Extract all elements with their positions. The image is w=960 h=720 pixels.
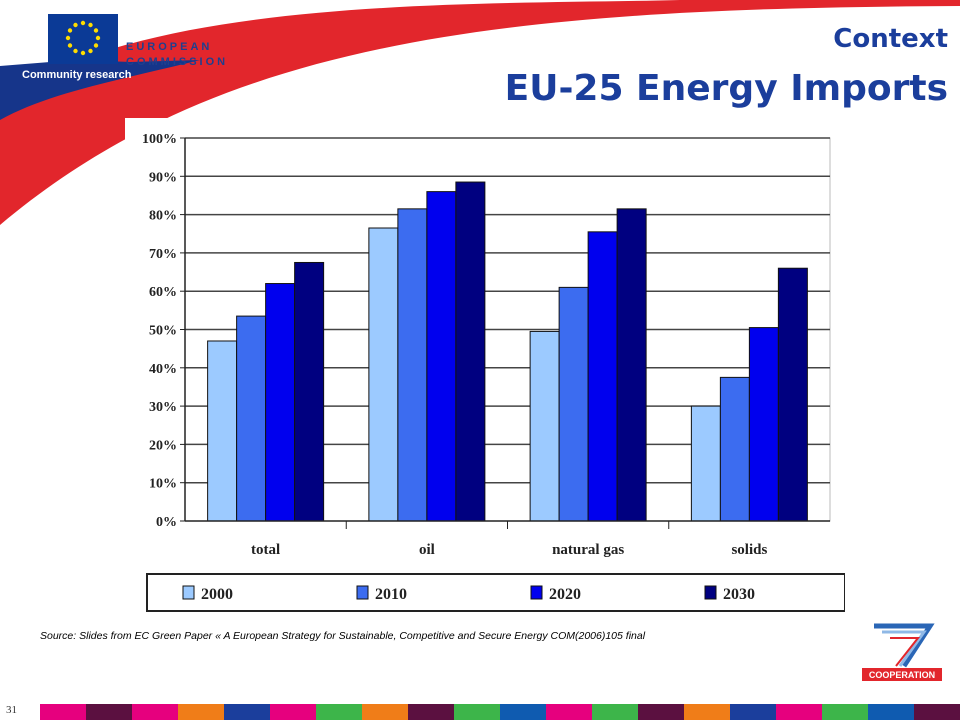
- stripe-segment: [316, 704, 362, 720]
- x-tick-label: natural gas: [552, 542, 624, 558]
- legend-label: 2010: [375, 586, 407, 603]
- stripe-segment: [40, 704, 86, 720]
- stripe-segment: [914, 704, 960, 720]
- bar-total-2030: [294, 261, 325, 522]
- legend-swatch: [704, 585, 717, 600]
- bar-oil-2020: [426, 191, 457, 522]
- stripe-segment: [454, 704, 500, 720]
- bar-solids-2000: [690, 405, 721, 522]
- y-tick-label: 20%: [149, 438, 177, 453]
- slide-title: EU-25 Energy Imports: [504, 68, 948, 109]
- stripe-segment: [730, 704, 776, 720]
- legend-label: 2000: [201, 586, 233, 603]
- eu-flag-logo: [48, 14, 118, 64]
- y-tick-label: 10%: [149, 477, 177, 492]
- footer-color-stripe: [40, 704, 960, 720]
- stripe-segment: [684, 704, 730, 720]
- bar-solids-2020: [748, 327, 779, 522]
- bar-solids-2030: [777, 267, 808, 522]
- y-tick-label: 30%: [149, 400, 177, 415]
- stripe-segment: [86, 704, 132, 720]
- y-tick-label: 60%: [149, 285, 177, 300]
- bar-oil-2030: [455, 181, 486, 522]
- bar-total-2010: [236, 315, 267, 522]
- legend-label: 2030: [723, 586, 755, 603]
- legend-swatch: [356, 585, 369, 600]
- stripe-segment: [270, 704, 316, 720]
- bar-natural-gas-2000: [529, 330, 560, 522]
- bar-natural-gas-2020: [587, 231, 618, 522]
- y-tick-label: 50%: [149, 324, 177, 339]
- org-line-2: COMMISSION: [126, 56, 229, 68]
- org-name: EUROPEAN COMMISSION: [126, 40, 228, 70]
- bar-total-2000: [207, 340, 238, 522]
- fp7-cooperation-logo: COOPERATION: [860, 620, 944, 682]
- y-tick-label: 90%: [149, 170, 177, 185]
- slide-supertitle: Context: [833, 24, 948, 54]
- y-tick-label: 70%: [149, 247, 177, 262]
- stripe-segment: [500, 704, 546, 720]
- y-tick-label: 40%: [149, 362, 177, 377]
- bar-natural-gas-2010: [558, 286, 589, 522]
- stripe-segment: [132, 704, 178, 720]
- legend-label: 2020: [549, 586, 581, 603]
- x-tick-label: solids: [731, 542, 767, 558]
- bar-oil-2000: [368, 227, 399, 522]
- stripe-segment: [224, 704, 270, 720]
- bar-natural-gas-2030: [616, 208, 647, 522]
- page-number: 31: [6, 704, 17, 716]
- stripe-segment: [546, 704, 592, 720]
- bar-total-2020: [265, 283, 296, 522]
- org-line-1: EUROPEAN: [126, 41, 213, 53]
- x-tick-label: oil: [419, 542, 435, 558]
- x-tick-label: total: [251, 542, 280, 558]
- energy-imports-chart: 0% 10% 20% 30% 40% 50% 60% 70% 80% 90% 100% total oi…: [125, 118, 845, 618]
- stripe-segment: [822, 704, 868, 720]
- y-tick-label: 0%: [156, 515, 177, 530]
- y-tick-label: 80%: [149, 209, 177, 224]
- stripe-segment: [638, 704, 684, 720]
- y-tick-label: 100%: [142, 132, 177, 147]
- legend-swatch: [182, 585, 195, 600]
- legend: [146, 573, 845, 612]
- stripe-segment: [362, 704, 408, 720]
- stripe-segment: [178, 704, 224, 720]
- logo-label: COOPERATION: [869, 670, 935, 680]
- bar-oil-2010: [397, 208, 428, 522]
- stripe-segment: [868, 704, 914, 720]
- source-note: Source: Slides from EC Green Paper « A E…: [40, 630, 646, 642]
- bar-solids-2010: [719, 376, 750, 522]
- stripe-segment: [408, 704, 454, 720]
- stripe-segment: [776, 704, 822, 720]
- legend-swatch: [530, 585, 543, 600]
- org-subtitle: Community research: [22, 69, 132, 81]
- axes: 0% 10% 20% 30% 40% 50% 60% 70% 80% 90% 100% total oi…: [142, 132, 830, 558]
- stripe-segment: [592, 704, 638, 720]
- bars: [207, 181, 808, 522]
- legend-entries: 2000 2010 2020 2030: [182, 585, 755, 603]
